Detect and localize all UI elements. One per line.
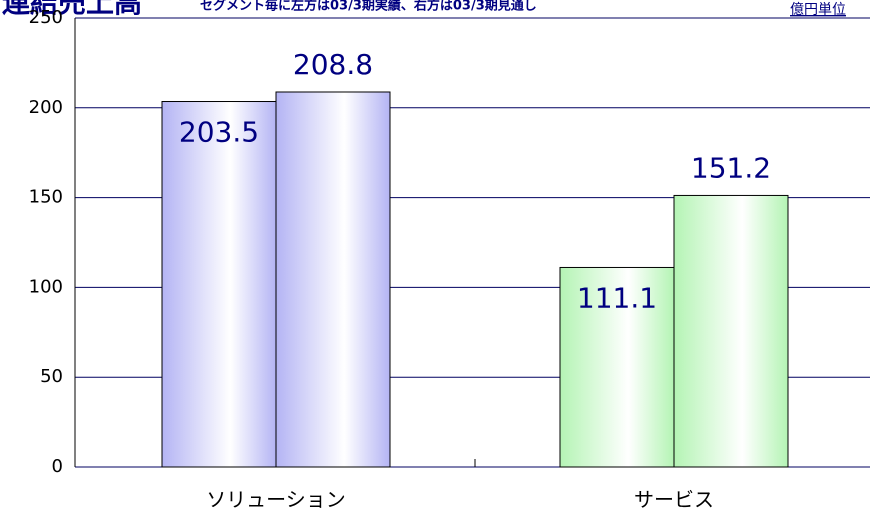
x-tick-label: サービス (634, 488, 714, 512)
unit-label: 億円単位 (790, 2, 846, 18)
chart-title: 連結売上高 (2, 0, 142, 19)
bar (559, 266, 675, 468)
y-tick-label: 50 (40, 366, 63, 387)
value-label: 203.5 (179, 116, 259, 149)
chart-subtitle: セグメント毎に左方は03/3期実績、右方は03/3期見通し (200, 0, 537, 14)
x-tick-label: ソリューション (206, 488, 346, 512)
y-tick-label: 250 (29, 7, 63, 28)
value-label: 208.8 (293, 48, 373, 81)
y-tick-label: 0 (52, 456, 63, 477)
y-tick-label: 100 (29, 276, 63, 297)
bar (673, 194, 789, 468)
y-tick-label: 200 (29, 97, 63, 118)
value-label: 151.2 (691, 151, 771, 184)
bar (161, 101, 277, 468)
y-tick-label: 150 (29, 187, 63, 208)
value-label: 111.1 (577, 281, 657, 314)
bar (275, 91, 391, 468)
